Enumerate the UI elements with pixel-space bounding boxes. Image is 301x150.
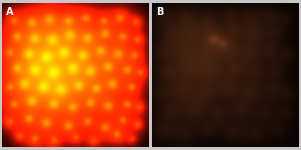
- Text: B: B: [157, 7, 164, 17]
- Text: A: A: [6, 7, 14, 17]
